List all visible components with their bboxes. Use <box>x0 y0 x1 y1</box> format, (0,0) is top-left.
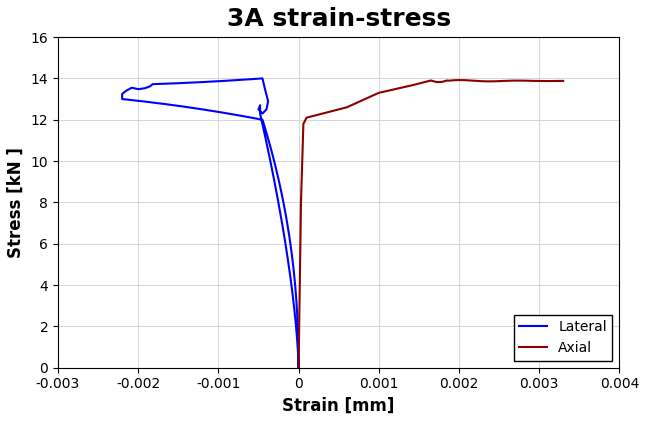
Lateral <box>295 365 302 371</box>
Axial <box>550 78 557 84</box>
Title: 3A strain-stress: 3A strain-stress <box>227 7 451 31</box>
Axial <box>303 115 311 120</box>
Axial <box>457 78 464 83</box>
Lateral <box>205 108 213 113</box>
Axial <box>368 93 376 98</box>
Legend: Lateral, Axial: Lateral, Axial <box>514 315 612 361</box>
Lateral <box>258 76 266 81</box>
Lateral <box>295 342 302 347</box>
Lateral <box>295 365 302 371</box>
Lateral <box>186 105 194 110</box>
Line: Lateral: Lateral <box>122 78 298 368</box>
Axial <box>337 106 344 111</box>
Lateral <box>153 81 161 87</box>
Axial <box>295 365 302 371</box>
Axial <box>322 110 329 115</box>
X-axis label: Strain [mm]: Strain [mm] <box>282 397 395 415</box>
Lateral <box>260 120 267 125</box>
Lateral <box>256 114 264 119</box>
Axial <box>559 78 567 84</box>
Axial <box>522 78 530 83</box>
Line: Axial: Axial <box>298 80 563 368</box>
Y-axis label: Stress [kN ]: Stress [kN ] <box>7 147 25 258</box>
